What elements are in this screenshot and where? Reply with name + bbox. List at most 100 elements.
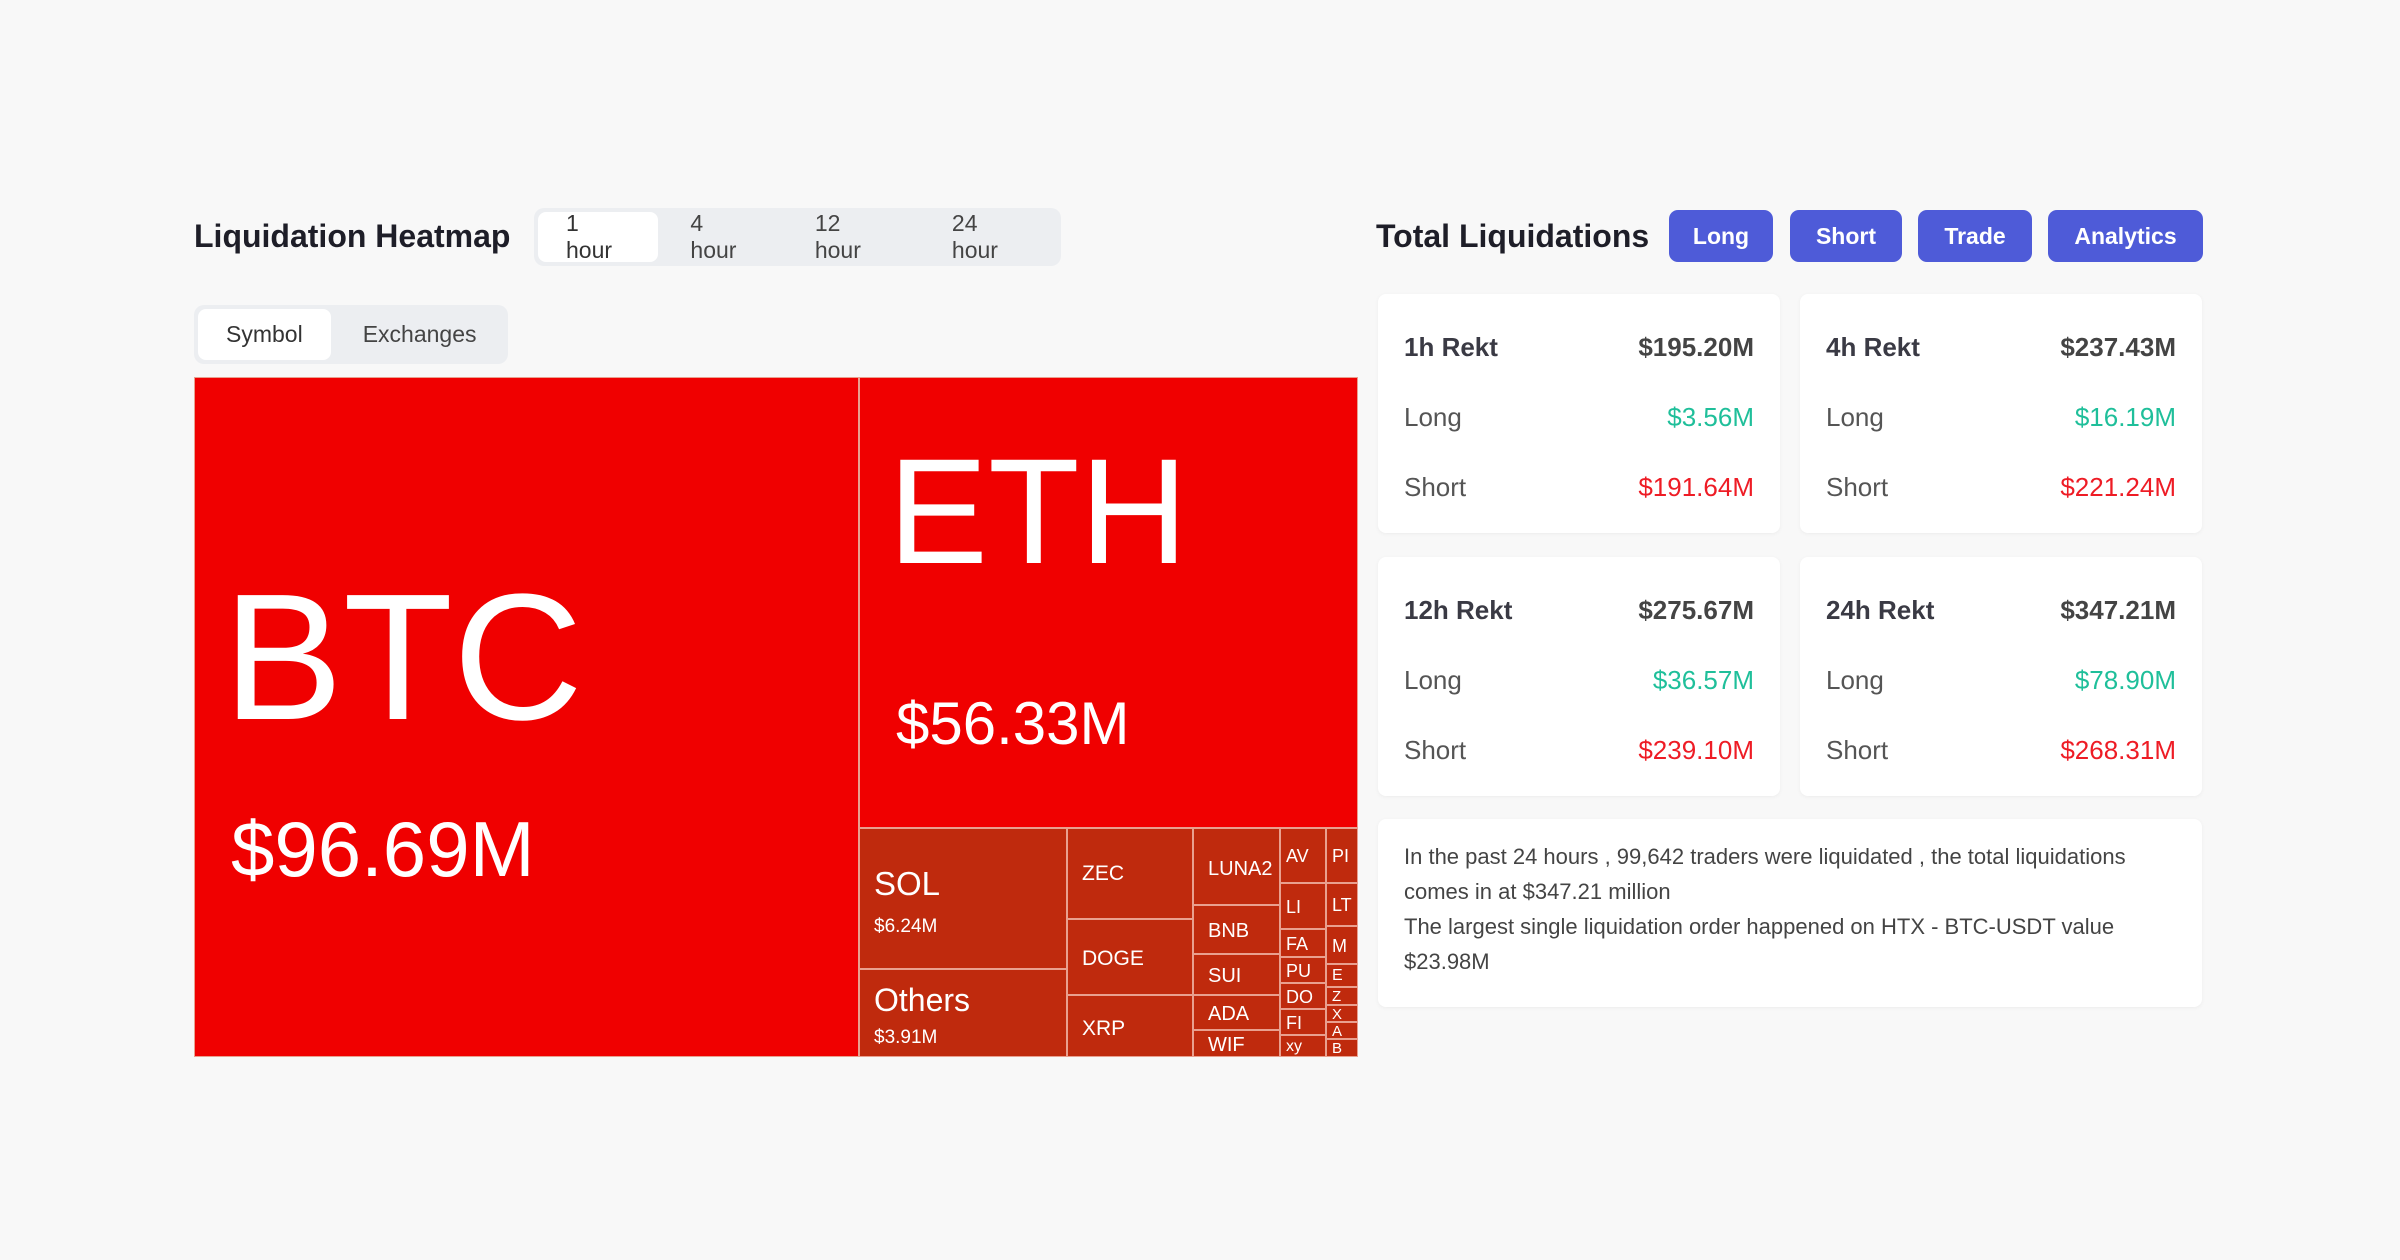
cell-label: ADA — [1208, 1003, 1250, 1025]
treemap-cell[interactable]: LT — [1326, 883, 1358, 926]
row-label: 4h Rekt — [1826, 332, 1920, 362]
cell-label: ZEC — [1082, 862, 1124, 885]
row-value: $36.57M — [1652, 665, 1754, 695]
rekt-card: 12h Rekt $275.67M Long $36.57M Short $239.10M — [1378, 557, 1780, 796]
cell-value: $6.24M — [874, 916, 938, 937]
card-row: Long $36.57M — [1404, 665, 1754, 696]
view-tab[interactable]: Symbol — [198, 309, 331, 360]
card-row: 1h Rekt $195.20M — [1404, 332, 1754, 363]
treemap-cell[interactable]: SUI — [1193, 954, 1280, 995]
treemap-cell[interactable]: SOL $6.24M — [859, 828, 1067, 969]
cell-label: Others — [874, 982, 971, 1018]
treemap-cell[interactable]: E — [1326, 964, 1358, 987]
treemap-cell[interactable]: LUNA2 — [1193, 828, 1280, 905]
row-label: Long — [1404, 402, 1462, 432]
cell-label: BNB — [1208, 920, 1250, 942]
cell-label: LUNA2 — [1208, 858, 1273, 880]
treemap-cell[interactable]: DO — [1280, 983, 1326, 1009]
rekt-card: 4h Rekt $237.43M Long $16.19M Short $221.24M — [1800, 294, 2202, 533]
row-value: $347.21M — [2060, 595, 2176, 625]
row-value: $239.10M — [1638, 735, 1754, 765]
card-row: Short $268.31M — [1826, 735, 2176, 766]
view-tab[interactable]: Exchanges — [362, 321, 477, 347]
row-value: $221.24M — [2060, 472, 2176, 502]
row-label: Long — [1826, 665, 1884, 695]
treemap-cell[interactable]: xy — [1280, 1035, 1326, 1057]
summary-card: In the past 24 hours , 99,642 traders we… — [1378, 819, 2202, 1007]
card-row: Short $221.24M — [1826, 472, 2176, 503]
cell-label: SOL — [874, 865, 941, 902]
cell-label: Z — [1332, 988, 1342, 1005]
treemap-cell[interactable]: AV — [1280, 828, 1326, 883]
treemap-cell[interactable]: ETH $56.33M — [859, 377, 1358, 828]
treemap-cell[interactable]: B — [1326, 1039, 1358, 1057]
row-value: $268.31M — [2060, 735, 2176, 765]
treemap-cell[interactable]: ADA — [1193, 995, 1280, 1030]
cell-label: AV — [1286, 846, 1309, 866]
cell-label: FI — [1286, 1013, 1302, 1033]
heatmap-title: Liquidation Heatmap — [194, 218, 511, 254]
cell-value: $3.91M — [874, 1027, 938, 1048]
time-tab[interactable]: 24 hour — [951, 210, 998, 263]
row-value: $3.56M — [1667, 402, 1754, 432]
action-button[interactable]: Short — [1790, 210, 1902, 262]
treemap-cell[interactable]: XRP — [1067, 995, 1193, 1057]
treemap-cell[interactable]: WIF — [1193, 1030, 1280, 1057]
treemap-cell[interactable]: PU — [1280, 957, 1326, 983]
row-value: $78.90M — [2074, 665, 2176, 695]
rekt-card: 24h Rekt $347.21M Long $78.90M Short $268.31M — [1800, 557, 2202, 796]
card-row: Short $239.10M — [1404, 735, 1754, 766]
row-label: Short — [1826, 735, 1889, 765]
row-label: 1h Rekt — [1404, 332, 1498, 362]
treemap-cell[interactable]: Others $3.91M — [859, 969, 1067, 1057]
row-value: $16.19M — [2074, 402, 2176, 432]
treemap-cell[interactable]: BNB — [1193, 905, 1280, 954]
cell-label: LI — [1286, 897, 1302, 917]
treemap-cell[interactable]: M — [1326, 926, 1358, 964]
cell-label: X — [1332, 1006, 1343, 1022]
cell-label: E — [1332, 967, 1343, 984]
treemap-cell[interactable]: PI — [1326, 828, 1358, 883]
cell-value: $96.69M — [231, 805, 535, 893]
totals-title: Total Liquidations — [1376, 218, 1650, 254]
treemap-cell[interactable]: A — [1326, 1022, 1358, 1039]
treemap-cell[interactable]: ZEC — [1067, 828, 1193, 919]
cell-label: M — [1332, 936, 1347, 956]
time-tab[interactable]: 12 hour — [814, 210, 861, 263]
cell-label: DO — [1286, 987, 1313, 1007]
treemap-cell[interactable]: FI — [1280, 1009, 1326, 1035]
cell-label: WIF — [1208, 1034, 1245, 1056]
time-tab[interactable]: 1 hour — [538, 210, 659, 263]
treemap-cell[interactable]: DOGE — [1067, 919, 1193, 995]
row-label: 12h Rekt — [1404, 595, 1513, 625]
action-button[interactable]: Trade — [1918, 210, 2032, 262]
treemap-cell[interactable]: LI — [1280, 883, 1326, 929]
card-row: Long $78.90M — [1826, 665, 2176, 696]
row-value: $191.64M — [1638, 472, 1754, 502]
row-label: Long — [1404, 665, 1462, 695]
treemap-cell[interactable]: Z — [1326, 987, 1358, 1005]
time-tab[interactable]: 4 hour — [690, 210, 737, 263]
card-row: 12h Rekt $275.67M — [1404, 595, 1754, 626]
cell-label: xy — [1286, 1038, 1302, 1055]
row-label: Short — [1826, 472, 1889, 502]
treemap-cell[interactable]: BTC $96.69M — [194, 377, 859, 1057]
cell-label: LT — [1332, 895, 1352, 915]
cell-label: ETH — [888, 427, 1188, 595]
cell-label: SUI — [1208, 965, 1242, 987]
cell-label: BTC — [223, 557, 583, 758]
action-button[interactable]: Long — [1669, 210, 1773, 262]
row-label: 24h Rekt — [1826, 595, 1935, 625]
row-value: $275.67M — [1638, 595, 1754, 625]
treemap-cell[interactable]: X — [1326, 1005, 1358, 1022]
rekt-card: 1h Rekt $195.20M Long $3.56M Short $191.64M — [1378, 294, 1780, 533]
treemap: BTC $96.69M ETH $56.33M SOL $6.24M Others $3.91… — [194, 377, 1358, 1057]
row-label: Long — [1826, 402, 1884, 432]
card-row: 4h Rekt $237.43M — [1826, 332, 2176, 363]
cell-label: XRP — [1082, 1017, 1126, 1040]
cell-label: PU — [1286, 961, 1312, 981]
treemap-cell[interactable]: FA — [1280, 929, 1326, 957]
action-button[interactable]: Analytics — [2048, 210, 2203, 262]
card-row: 24h Rekt $347.21M — [1826, 595, 2176, 626]
